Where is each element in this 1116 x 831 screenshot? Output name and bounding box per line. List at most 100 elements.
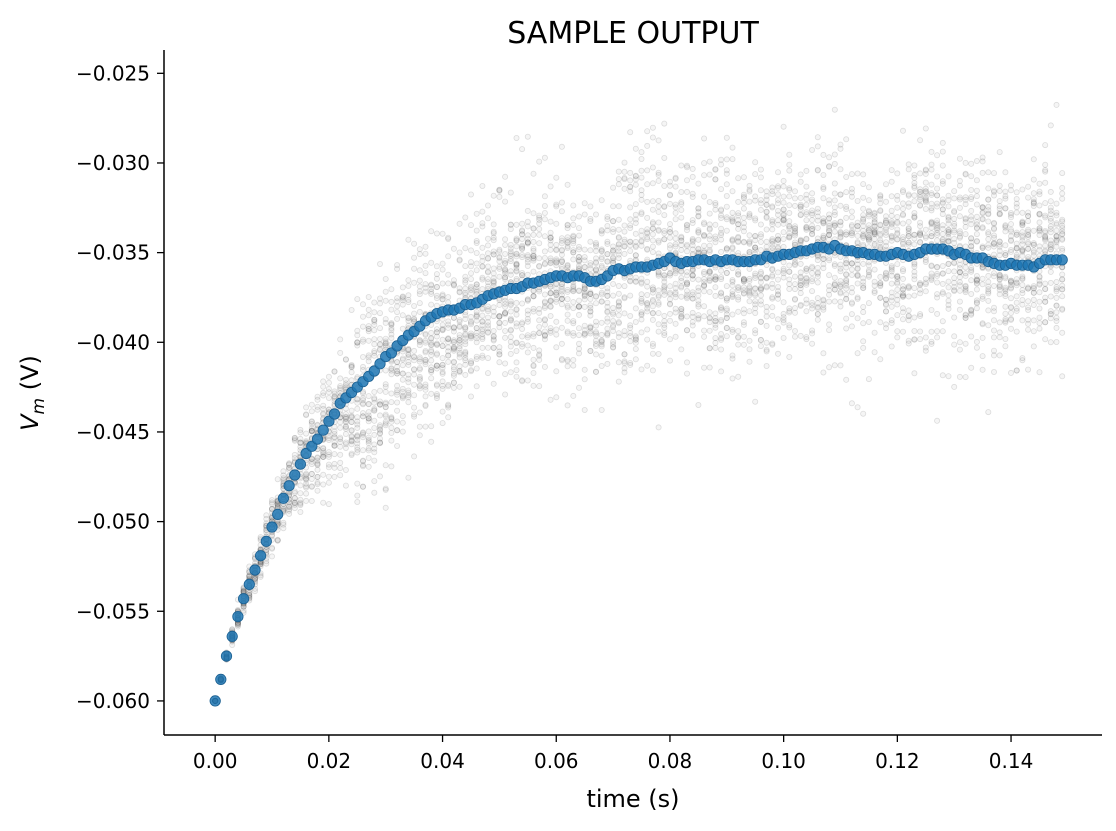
sample-point [439, 336, 446, 343]
sample-point [359, 353, 366, 360]
sample-point [814, 295, 821, 302]
sample-point [439, 370, 446, 377]
sample-point [598, 227, 605, 234]
sample-point [541, 216, 548, 223]
sample-point [883, 296, 890, 303]
sample-point [376, 401, 383, 408]
sample-point [484, 283, 491, 290]
sample-point [541, 321, 548, 328]
sample-point [763, 283, 770, 290]
sample-point [615, 240, 622, 247]
sample-point [769, 272, 776, 279]
sample-point [1008, 237, 1015, 244]
sample-point [576, 303, 583, 310]
sample-point [365, 326, 372, 333]
sample-point [877, 221, 884, 228]
sample-point [712, 273, 719, 280]
sample-point [883, 296, 890, 303]
sample-point [661, 227, 668, 234]
sample-point [1036, 231, 1043, 238]
sample-point [314, 460, 321, 467]
sample-point [615, 181, 622, 188]
sample-point [854, 280, 861, 287]
sample-point [809, 330, 816, 337]
sample-point [376, 345, 383, 352]
sample-point [860, 232, 867, 239]
sample-point [638, 238, 645, 245]
sample-point [547, 218, 554, 225]
sample-point [416, 358, 423, 365]
sample-point [996, 238, 1003, 245]
sample-point [513, 340, 520, 347]
sample-point [513, 237, 520, 244]
sample-point [780, 270, 787, 277]
sample-point [888, 232, 895, 239]
sample-point [968, 239, 975, 246]
sample-point [854, 239, 861, 246]
sample-point [445, 404, 452, 411]
sample-point [900, 290, 907, 297]
sample-point [792, 295, 799, 302]
sample-point [621, 328, 628, 335]
sample-point [757, 318, 764, 325]
sample-point [530, 252, 537, 259]
sample-point [314, 396, 321, 403]
sample-point [718, 368, 725, 375]
sample-point [746, 298, 753, 305]
sample-point [672, 305, 679, 312]
sample-point [695, 276, 702, 283]
sample-point [706, 319, 713, 326]
sample-point [655, 227, 662, 234]
sample-point [701, 303, 708, 310]
sample-point [649, 367, 656, 374]
sample-point [519, 242, 526, 249]
sample-point [638, 209, 645, 216]
sample-point [689, 165, 696, 172]
sample-point [320, 402, 327, 409]
sample-point [786, 234, 793, 241]
sample-point [1059, 286, 1066, 293]
sample-point [627, 322, 634, 329]
sample-point [376, 422, 383, 429]
sample-point [462, 324, 469, 331]
sample-point [695, 213, 702, 220]
sample-point [576, 325, 583, 332]
sample-point [325, 394, 332, 401]
sample-point [1008, 279, 1015, 286]
sample-point [655, 269, 662, 276]
sample-point [382, 411, 389, 418]
sample-point [359, 430, 366, 437]
sample-point [723, 269, 730, 276]
sample-point [803, 274, 810, 281]
sample-point [1013, 293, 1020, 300]
sample-point [678, 242, 685, 249]
sample-point [558, 288, 565, 295]
sample-point [917, 191, 924, 198]
sample-point [303, 430, 310, 437]
sample-point [564, 244, 571, 251]
sample-point [917, 202, 924, 209]
sample-point [484, 329, 491, 336]
sample-point [865, 273, 872, 280]
sample-point [769, 340, 776, 347]
sample-point [337, 375, 344, 382]
sample-point [786, 262, 793, 269]
sample-point [411, 453, 418, 460]
sample-point [991, 220, 998, 227]
sample-point [291, 437, 298, 444]
sample-point [877, 200, 884, 207]
sample-point [348, 362, 355, 369]
sample-point [1036, 202, 1043, 209]
sample-point [740, 239, 747, 246]
sample-point [723, 156, 730, 163]
mean-point [226, 630, 238, 643]
sample-point [598, 291, 605, 298]
sample-point [1042, 212, 1049, 219]
sample-point [905, 225, 912, 232]
y-tick-label: −0.030 [76, 151, 150, 175]
sample-point [837, 289, 844, 296]
sample-point [939, 231, 946, 238]
sample-point [809, 288, 816, 295]
sample-point [803, 235, 810, 242]
sample-point [1025, 304, 1032, 311]
